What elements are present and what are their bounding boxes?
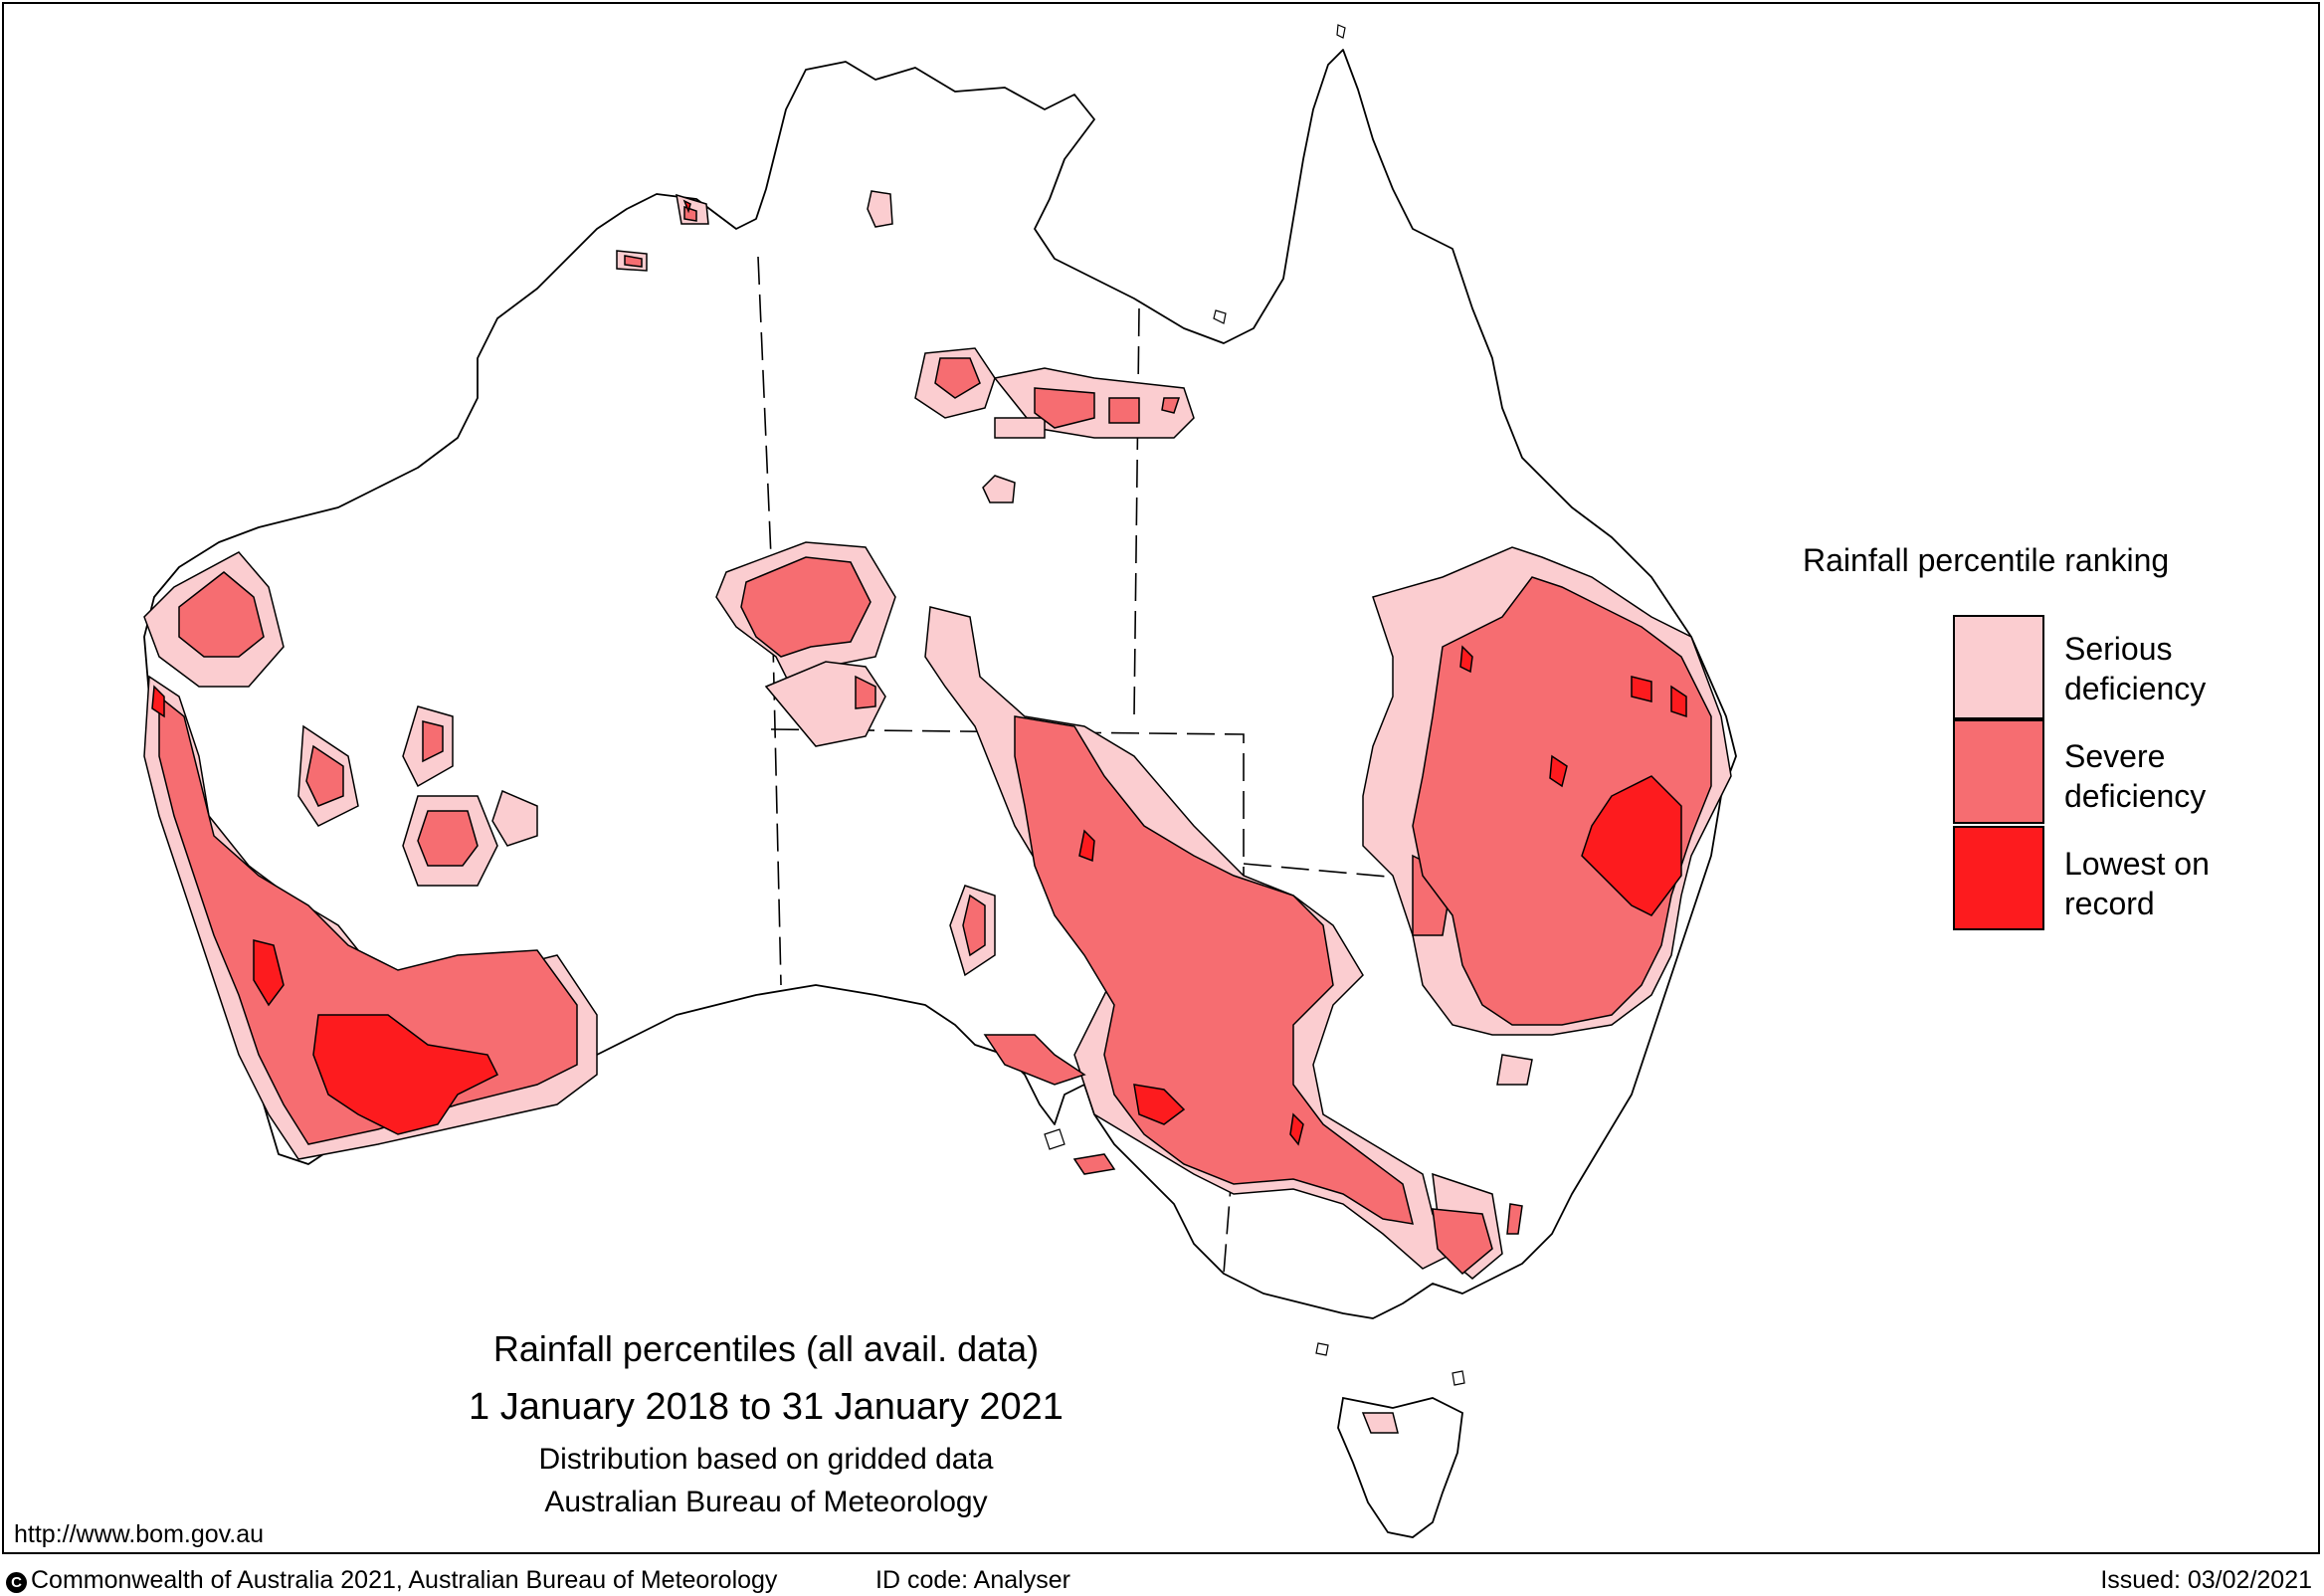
legend-title: Rainfall percentile ranking	[1803, 542, 2170, 578]
legend-swatch-lowest	[1953, 826, 2044, 930]
id-code: ID code: Analyser	[875, 1566, 1070, 1594]
map-frame	[2, 2, 2320, 1554]
copyright-notice: C Commonwealth of Australia 2021, Austral…	[6, 1566, 777, 1595]
issued-date: Issued: 03/02/2021	[2100, 1566, 2312, 1594]
tasmania-coastline	[1337, 1396, 1463, 1538]
legend-label-lowest: Lowest on record	[2064, 846, 2210, 921]
legend-label-serious: Serious deficiency	[2064, 631, 2207, 706]
caption-distribution: Distribution based on gridded data	[538, 1443, 994, 1476]
legend-label-severe: Severe deficiency	[2064, 738, 2207, 814]
island-details	[1044, 24, 1465, 1386]
legend-swatch-serious	[1953, 615, 2044, 719]
copyright-icon: C	[6, 1572, 27, 1593]
caption-title: Rainfall percentiles (all avail. data)	[492, 1328, 1040, 1369]
legend-swatch-severe	[1953, 719, 2044, 824]
caption-period: 1 January 2018 to 31 January 2021	[469, 1386, 1064, 1428]
bom-url-link[interactable]: http://www.bom.gov.au	[14, 1520, 265, 1548]
caption-agency: Australian Bureau of Meteorology	[544, 1486, 988, 1518]
copyright-text: Commonwealth of Australia 2021, Australi…	[31, 1566, 778, 1594]
lowest-on-record-regions	[151, 199, 1687, 1146]
